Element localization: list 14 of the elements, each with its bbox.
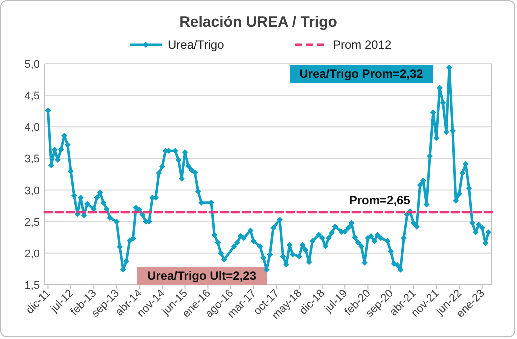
annotation: Prom=2,65 (349, 193, 411, 208)
y-tick-label: 4,0 (24, 122, 40, 134)
annotation: Urea/Trigo Ult=2,23 (147, 269, 257, 283)
chart-title: Relación UREA / Trigo (180, 14, 338, 31)
y-tick-label: 1,5 (24, 280, 40, 292)
y-tick-label: 3,0 (24, 185, 40, 198)
y-tick-label: 2,5 (24, 216, 40, 229)
y-tick-label: 4,5 (24, 90, 40, 103)
legend-label: Urea/Trigo (168, 38, 225, 52)
y-tick-label: 2,0 (24, 248, 40, 260)
annotation: Urea/Trigo Prom=2,32 (300, 67, 424, 81)
y-tick-label: 3,5 (24, 154, 40, 166)
legend-label: Prom 2012 (333, 38, 392, 52)
y-tick-label: 5,0 (24, 59, 40, 71)
